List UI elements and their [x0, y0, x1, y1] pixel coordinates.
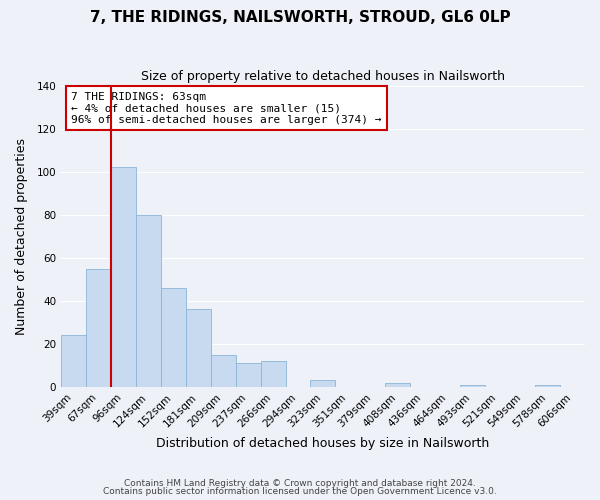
Bar — [211, 354, 236, 387]
Bar — [186, 310, 211, 387]
Text: 7 THE RIDINGS: 63sqm
← 4% of detached houses are smaller (15)
96% of semi-detach: 7 THE RIDINGS: 63sqm ← 4% of detached ho… — [71, 92, 382, 125]
Text: Contains public sector information licensed under the Open Government Licence v3: Contains public sector information licen… — [103, 487, 497, 496]
Bar — [385, 382, 410, 387]
Bar — [161, 288, 186, 387]
Bar — [136, 214, 161, 387]
Bar — [310, 380, 335, 387]
Bar — [460, 385, 485, 387]
Text: Contains HM Land Registry data © Crown copyright and database right 2024.: Contains HM Land Registry data © Crown c… — [124, 478, 476, 488]
X-axis label: Distribution of detached houses by size in Nailsworth: Distribution of detached houses by size … — [157, 437, 490, 450]
Bar — [86, 268, 111, 387]
Bar — [260, 361, 286, 387]
Bar — [61, 336, 86, 387]
Title: Size of property relative to detached houses in Nailsworth: Size of property relative to detached ho… — [141, 70, 505, 83]
Y-axis label: Number of detached properties: Number of detached properties — [15, 138, 28, 335]
Bar — [111, 168, 136, 387]
Bar — [236, 364, 260, 387]
Bar — [535, 385, 560, 387]
Text: 7, THE RIDINGS, NAILSWORTH, STROUD, GL6 0LP: 7, THE RIDINGS, NAILSWORTH, STROUD, GL6 … — [89, 10, 511, 25]
